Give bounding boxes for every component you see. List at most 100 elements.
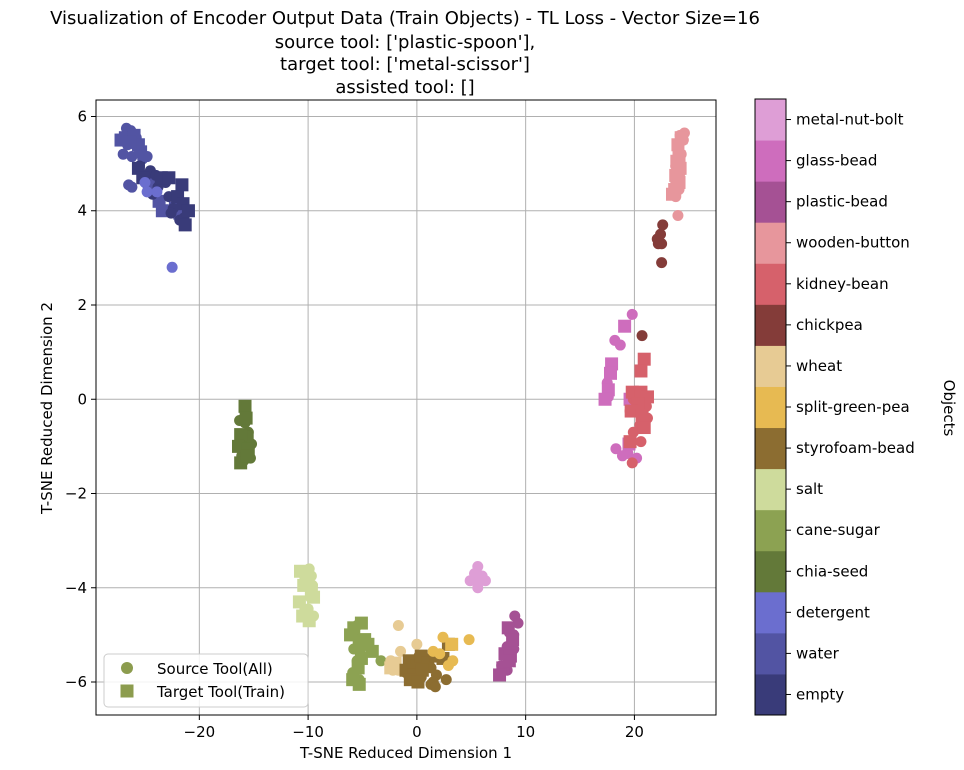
target-point-kidney-bean xyxy=(637,421,651,435)
colorbar-swatch-wooden-button xyxy=(755,222,786,264)
legend-label-source: Source Tool(All) xyxy=(157,660,273,678)
colorbar-label-detergent: detergent xyxy=(796,603,870,621)
source-point-metal-nut-bolt xyxy=(479,575,491,587)
target-point-plastic-bead xyxy=(493,668,507,682)
x-tick-label: 20 xyxy=(625,723,644,741)
y-axis-label: T-SNE Reduced Dimension 2 xyxy=(38,302,56,515)
target-point-chia-seed xyxy=(234,428,248,442)
x-tick-label: −10 xyxy=(292,723,324,741)
colorbar-swatch-chia-seed xyxy=(755,550,786,593)
legend-square-marker xyxy=(120,684,134,698)
target-point-styrofoam-bead xyxy=(415,663,429,677)
colorbar-swatch-glass-bead xyxy=(755,140,786,182)
target-point-water xyxy=(155,204,169,218)
target-point-kidney-bean xyxy=(634,364,648,378)
grid xyxy=(96,100,716,715)
target-point-chia-seed xyxy=(240,449,254,463)
plot-frame xyxy=(95,99,717,716)
target-point-salt xyxy=(302,614,316,628)
legend-label-target: Target Tool(Train) xyxy=(156,683,285,701)
source-point-wheat xyxy=(395,645,407,657)
title-line-4: assisted tool: [] xyxy=(335,77,474,98)
source-point-water xyxy=(117,148,129,160)
legend-box xyxy=(103,653,309,708)
x-tick-label: −20 xyxy=(184,723,216,741)
colorbar-swatch-split-green-pea xyxy=(755,386,786,429)
y-tick-label: −4 xyxy=(65,579,87,597)
colorbar-label-plastic-bead: plastic-bead xyxy=(796,193,888,211)
target-point-cane-sugar xyxy=(352,677,366,691)
colorbar-label-salt: salt xyxy=(796,480,823,498)
chart-title: Visualization of Encoder Output Data (Tr… xyxy=(50,8,760,98)
target-point-empty xyxy=(175,178,189,192)
source-point-detergent xyxy=(141,186,153,198)
target-point-glass-bead xyxy=(598,392,612,406)
colorbar-swatch-water xyxy=(755,632,786,675)
colorbar-label-split-green-pea: split-green-pea xyxy=(796,398,910,416)
y-tick-label: 4 xyxy=(77,202,87,220)
legend-circle-marker xyxy=(121,662,133,674)
source-point-glass-bead xyxy=(610,443,622,455)
target-point-cane-sugar xyxy=(365,644,379,658)
source-point-kidney-bean xyxy=(635,436,647,448)
colorbar-label-styrofoam-bead: styrofoam-bead xyxy=(796,439,915,457)
colorbar-label-empty: empty xyxy=(796,685,844,703)
target-point-kidney-bean xyxy=(637,352,651,366)
target-point-empty xyxy=(178,218,192,232)
colorbar-label-chickpea: chickpea xyxy=(796,316,863,334)
source-point-detergent xyxy=(166,261,178,273)
target-point-split-green-pea xyxy=(445,637,459,651)
x-axis-label: T-SNE Reduced Dimension 1 xyxy=(299,744,512,762)
colorbar-swatch-metal-nut-bolt xyxy=(755,99,786,141)
source-point-split-green-pea xyxy=(463,634,475,646)
data-points xyxy=(114,122,690,693)
source-point-cane-sugar xyxy=(375,655,387,667)
x-tick-label: 0 xyxy=(412,723,422,741)
colorbar-swatch-cane-sugar xyxy=(755,509,786,552)
y-tick-label: −6 xyxy=(65,673,87,691)
source-point-glass-bead xyxy=(616,450,628,462)
target-point-wooden-button xyxy=(671,138,685,152)
source-point-plastic-bead xyxy=(512,617,524,629)
target-point-chia-seed xyxy=(239,411,253,425)
target-point-plastic-bead xyxy=(506,633,520,647)
colorbar-swatch-salt xyxy=(755,468,786,511)
target-point-glass-bead xyxy=(618,319,632,333)
source-point-glass-bead xyxy=(626,308,638,320)
colorbar-label-cane-sugar: cane-sugar xyxy=(796,521,881,539)
title-line-2: source tool: ['plastic-spoon'], xyxy=(275,32,536,53)
source-point-empty xyxy=(165,207,177,219)
colorbar-label-glass-bead: glass-bead xyxy=(796,152,877,170)
target-point-water xyxy=(134,145,148,159)
y-tick-label: 0 xyxy=(77,390,87,408)
target-point-kidney-bean xyxy=(640,390,654,404)
source-point-kidney-bean xyxy=(627,426,639,438)
colorbar: empty water detergent chia-seed cane-sugar sa… xyxy=(754,98,915,716)
source-point-chickpea xyxy=(656,257,668,269)
colorbar-swatch-chickpea xyxy=(755,304,786,346)
colorbar-label-chia-seed: chia-seed xyxy=(796,562,868,580)
colorbar-swatch-empty xyxy=(755,673,786,716)
source-point-chickpea xyxy=(636,330,648,342)
source-point-wheat xyxy=(411,638,423,650)
y-tick-label: −2 xyxy=(65,485,87,503)
target-point-kidney-bean xyxy=(635,409,649,423)
target-point-water xyxy=(123,135,137,149)
source-point-split-green-pea xyxy=(442,660,454,672)
source-point-wheat xyxy=(392,619,404,631)
target-point-chia-seed xyxy=(238,399,252,413)
target-point-salt xyxy=(299,567,313,581)
target-point-salt xyxy=(307,590,321,604)
legend: Source Tool(All) Target Tool(Train) xyxy=(103,653,309,708)
target-point-kidney-bean xyxy=(623,435,637,449)
target-point-plastic-bead xyxy=(501,621,515,635)
x-tick-label: 10 xyxy=(516,723,535,741)
colorbar-swatch-wheat xyxy=(755,345,786,387)
target-point-plastic-bead xyxy=(502,654,516,668)
target-point-glass-bead xyxy=(603,366,617,380)
target-point-kidney-bean xyxy=(624,404,638,418)
source-point-metal-nut-bolt xyxy=(472,582,484,594)
target-point-empty xyxy=(181,204,195,218)
colorbar-label-metal-nut-bolt: metal-nut-bolt xyxy=(796,111,904,129)
source-point-wooden-button xyxy=(672,209,684,221)
